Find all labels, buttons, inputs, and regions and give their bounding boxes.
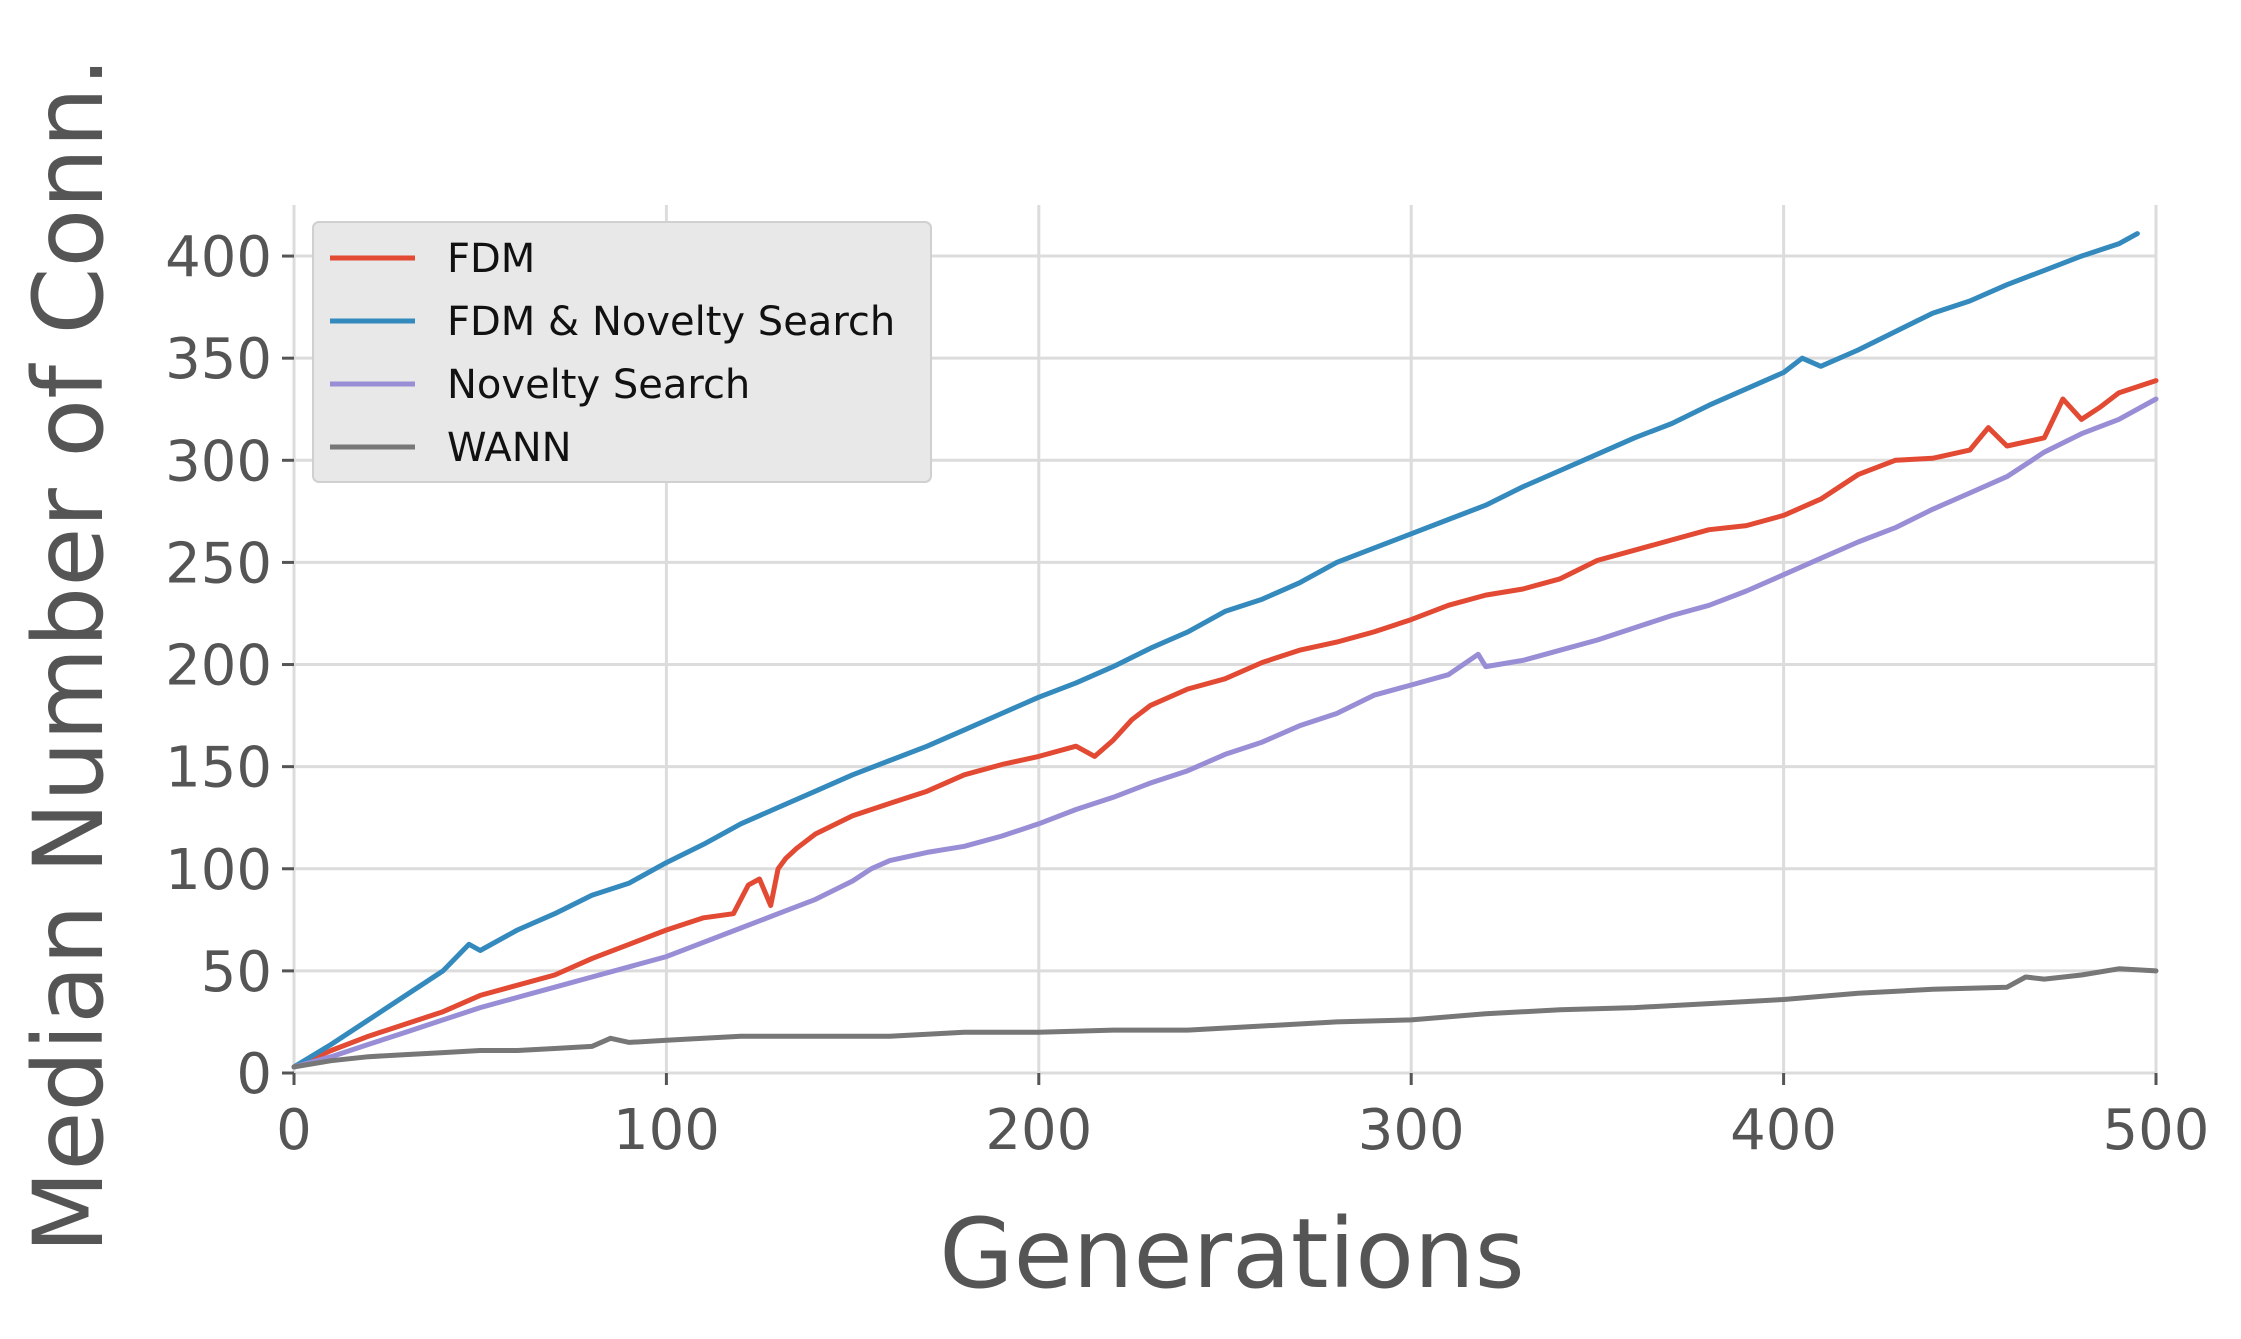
y-tick-label: 0: [236, 1042, 272, 1107]
x-tick-label: 400: [1730, 1098, 1837, 1163]
y-tick-label: 50: [201, 940, 272, 1005]
legend-label: WANN: [447, 425, 572, 471]
series-line-fdm: [291, 378, 2159, 1070]
x-axis-title: Generations: [939, 1198, 1525, 1310]
x-axis-ticks: 0 100 200 300 400 500: [276, 1073, 2209, 1163]
x-tick-label: 100: [613, 1098, 720, 1163]
x-tick-label: 200: [985, 1098, 1092, 1163]
series-line-fdm-novelty-search: [291, 231, 2140, 1070]
y-tick-label: 300: [165, 429, 272, 494]
legend-label: FDM & Novelty Search: [447, 299, 895, 345]
x-tick-label: 300: [1358, 1098, 1465, 1163]
series-line-novelty-search: [291, 396, 2159, 1070]
y-tick-label: 400: [165, 225, 272, 290]
y-tick-label: 250: [165, 531, 272, 596]
legend: FDM FDM & Novelty Search Novelty Search WAN…: [312, 221, 932, 483]
series-lines: [291, 231, 2159, 1070]
y-tick-label: 200: [165, 634, 272, 699]
series-line-wann: [291, 966, 2159, 1070]
y-tick-label: 100: [165, 838, 272, 903]
legend-label: FDM: [447, 236, 535, 282]
y-tick-label: 350: [165, 327, 272, 392]
y-axis-title: Median Number of Conn.: [13, 57, 125, 1254]
y-axis-ticks: 0 50 100 150 200 250 300 350 400: [165, 225, 294, 1107]
legend-label: Novelty Search: [447, 362, 750, 408]
y-tick-label: 150: [165, 736, 272, 801]
legend-box: [312, 221, 932, 483]
x-tick-label: 500: [2103, 1098, 2210, 1163]
x-tick-label: 0: [276, 1098, 312, 1163]
